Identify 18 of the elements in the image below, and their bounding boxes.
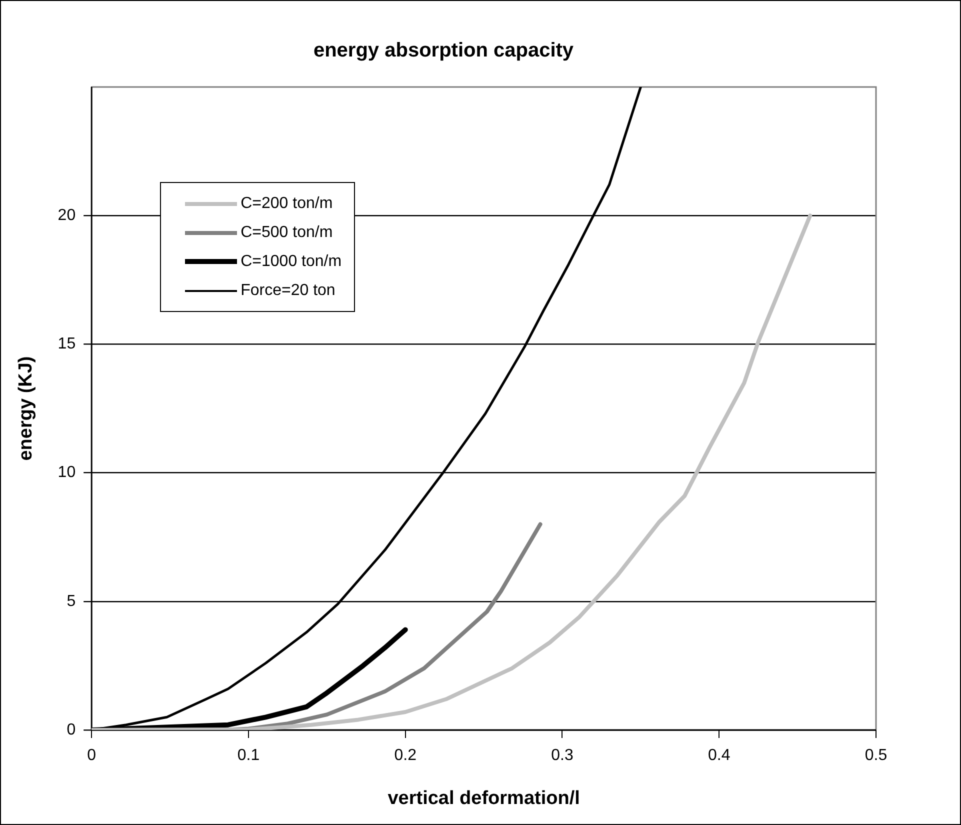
x-tick-label: 0.5 xyxy=(864,747,888,764)
legend-label: C=500 ton/m xyxy=(240,224,333,242)
y-axis-title: energy (KJ) xyxy=(16,356,37,461)
x-tick-label: 0.1 xyxy=(237,747,260,764)
legend-label: Force=20 ton xyxy=(240,282,336,300)
y-tick-label: 0 xyxy=(66,721,76,738)
y-tick-label: 10 xyxy=(58,464,76,482)
x-tick-label: 0.4 xyxy=(708,747,730,764)
x-tick-label: 0 xyxy=(87,747,96,764)
x-tick-label: 0.3 xyxy=(551,747,574,764)
y-tick-label: 20 xyxy=(58,207,76,224)
legend-label: C=1000 ton/m xyxy=(240,252,342,270)
y-tick-label: 5 xyxy=(66,592,76,610)
x-tick-label: 0.2 xyxy=(394,747,417,764)
x-axis-title: vertical deformation/l xyxy=(388,788,580,809)
y-tick-label: 15 xyxy=(58,336,76,353)
legend-label: C=200 ton/m xyxy=(240,194,333,212)
chart-title: energy absorption capacity xyxy=(313,40,574,62)
